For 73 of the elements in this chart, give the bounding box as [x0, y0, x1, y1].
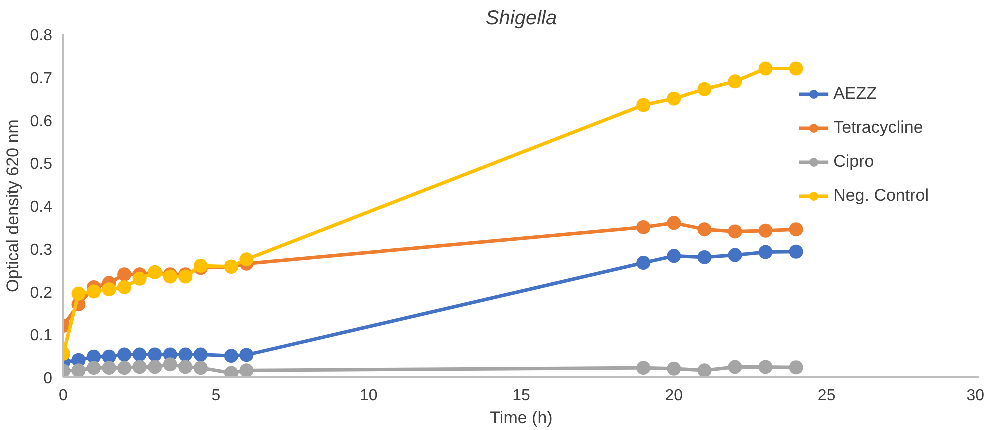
point: [698, 364, 712, 378]
y-tick-label: 0.5: [30, 156, 53, 174]
x-tick-label: 25: [818, 388, 836, 404]
point: [667, 249, 682, 264]
x-tick-label: 20: [665, 388, 684, 404]
point: [789, 360, 804, 375]
x-tick-label: 15: [512, 388, 530, 404]
y-tick-label: 0: [44, 370, 53, 388]
point: [87, 361, 102, 376]
point: [636, 220, 651, 234]
point: [789, 62, 804, 76]
point: [178, 360, 193, 374]
chart-title: Shigella: [486, 8, 558, 30]
point: [698, 222, 712, 237]
point: [132, 272, 147, 286]
point: [102, 282, 116, 297]
point: [224, 349, 238, 364]
legend-label: Neg. Control: [834, 186, 929, 206]
point: [758, 360, 773, 374]
point: [758, 224, 773, 238]
point: [667, 362, 682, 376]
point: [667, 92, 682, 106]
point: [240, 364, 254, 378]
legend-label: Cipro: [834, 152, 874, 172]
point: [728, 224, 742, 239]
legend-label: AEZZ: [834, 84, 878, 104]
y-tick-label: 0.8: [30, 28, 53, 44]
y-tick-label: 0.2: [30, 284, 53, 302]
point: [87, 284, 102, 299]
point: [72, 364, 86, 378]
point: [698, 82, 712, 96]
point: [148, 348, 162, 362]
point: [758, 62, 773, 76]
point: [118, 268, 132, 282]
point: [102, 350, 116, 364]
point: [728, 248, 742, 262]
point: [132, 360, 147, 374]
point: [102, 361, 116, 376]
x-tick-label: 0: [59, 388, 68, 404]
point: [132, 348, 147, 362]
point: [789, 244, 804, 259]
x-tick-label: 30: [966, 388, 984, 404]
legend-label: Tetracycline: [834, 118, 924, 138]
y-tick-label: 0.7: [30, 70, 53, 88]
point: [698, 250, 712, 264]
point: [667, 216, 682, 230]
y-tick-label: 0.4: [30, 199, 53, 216]
point: [72, 286, 86, 301]
point: [148, 360, 162, 374]
point: [728, 360, 742, 374]
point: [118, 348, 132, 362]
point: [194, 361, 208, 376]
point: [758, 245, 773, 260]
y-axis-title: Optical density 620 nm: [3, 120, 22, 292]
point: [636, 361, 651, 376]
point: [118, 361, 132, 376]
x-tick-label: 10: [360, 388, 378, 404]
point: [87, 350, 102, 364]
x-axis-title: Time (h): [490, 408, 553, 428]
point: [240, 252, 254, 267]
point: [789, 222, 804, 237]
point: [118, 280, 132, 294]
point: [163, 358, 178, 372]
x-tick-label: 5: [212, 388, 221, 404]
y-tick-label: 0.1: [30, 328, 53, 345]
point: [728, 74, 742, 89]
point: [636, 98, 651, 112]
point: [178, 348, 193, 362]
point: [194, 348, 208, 362]
y-tick-label: 0.3: [30, 242, 53, 259]
y-tick-label: 0.6: [30, 113, 53, 130]
point: [636, 256, 651, 270]
point: [240, 348, 254, 362]
